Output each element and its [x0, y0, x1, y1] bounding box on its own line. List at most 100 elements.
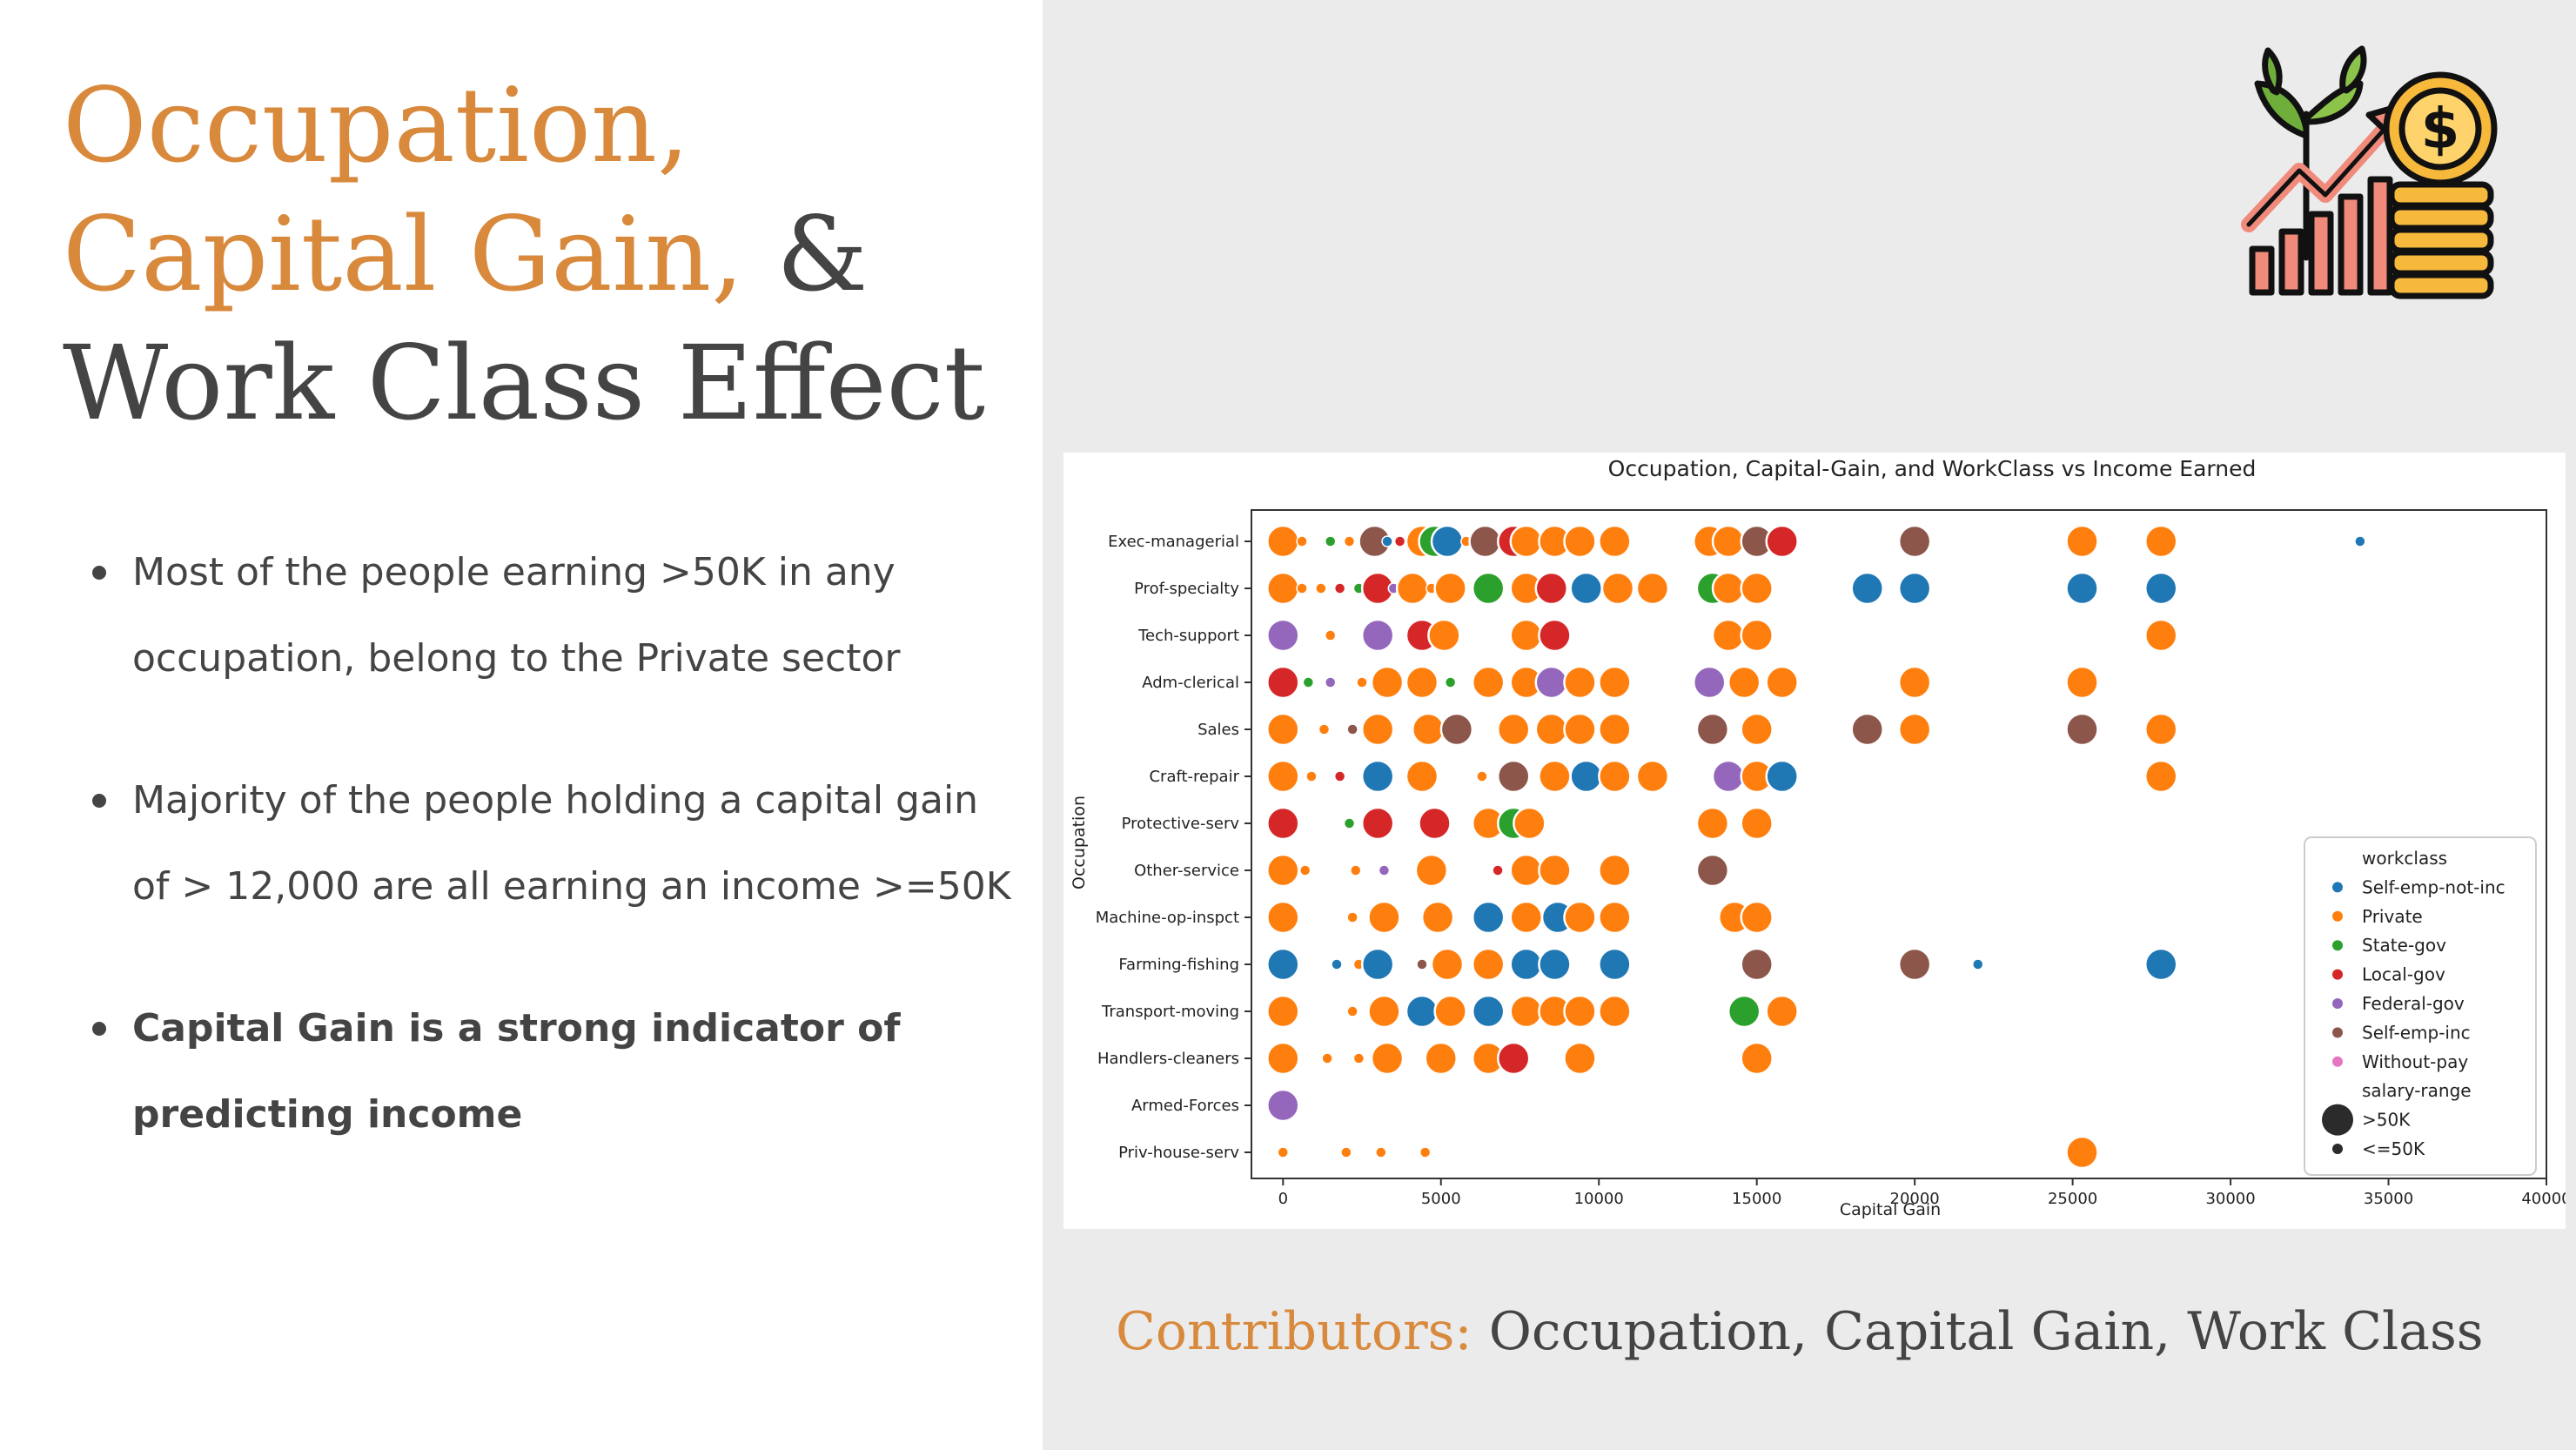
scatter-point — [2143, 712, 2178, 747]
scatter-point — [1727, 994, 1761, 1029]
legend-marker — [2332, 940, 2343, 951]
scatter-point — [1302, 676, 1315, 688]
y-tick-label: Transport-moving — [1101, 1003, 1239, 1021]
scatter-point — [1563, 712, 1597, 747]
y-tick-label: Farming-fishing — [1118, 956, 1239, 974]
scatter-point — [1471, 994, 1506, 1029]
legend-label: Local-gov — [2362, 964, 2445, 985]
scatter-point — [1416, 958, 1428, 970]
scatter-point — [1360, 618, 1395, 653]
scatter-point — [1563, 524, 1597, 559]
y-tick-label: Exec-managerial — [1108, 533, 1239, 551]
scatter-point — [1496, 759, 1531, 794]
scatter-point — [1897, 947, 1932, 982]
scatter-point — [2065, 524, 2099, 559]
growth-chart-coins-icon: $ — [2241, 45, 2498, 299]
scatter-point — [1414, 853, 1449, 888]
scatter-point — [1598, 947, 1632, 982]
legend-marker — [2332, 1056, 2343, 1067]
scatter-point — [2065, 571, 2099, 606]
legend-label: State-gov — [2362, 935, 2446, 956]
scatter-point — [1476, 770, 1488, 782]
scatter-point — [1356, 676, 1368, 688]
scatter-point — [1370, 1041, 1405, 1076]
scatter-point — [1598, 712, 1632, 747]
scatter-point — [1321, 1052, 1333, 1064]
scatter-point — [1509, 853, 1543, 888]
scatter-point — [1765, 994, 1799, 1029]
scatter-point — [1266, 759, 1300, 794]
scatter-point — [1350, 864, 1362, 876]
scatter-point — [1424, 1041, 1459, 1076]
y-tick-label: Priv-house-serv — [1118, 1144, 1239, 1162]
left-panel: Occupation, Capital Gain, & Work Class E… — [0, 0, 1043, 1450]
y-tick-label: Protective-serv — [1122, 815, 1240, 833]
legend-label: salary-range — [2362, 1080, 2472, 1101]
legend-entries: workclass Self-emp-not-inc Private State-go… — [2322, 848, 2506, 1159]
contributors-label: Contributors: — [1116, 1301, 1472, 1362]
scatter-point — [1509, 947, 1543, 982]
scatter-point — [1266, 571, 1300, 606]
plot-area-border — [1251, 509, 2547, 1179]
scatter-point — [1695, 712, 1730, 747]
title-line-1: Occupation, — [63, 65, 690, 185]
legend-size-marker — [2332, 1144, 2343, 1154]
legend-label: Self-emp-inc — [2362, 1022, 2471, 1043]
scatter-point — [1266, 1088, 1300, 1123]
scatter-point — [1727, 665, 1761, 700]
y-tick-label: Other-service — [1134, 862, 1239, 880]
contributors-line: Contributors: Occupation, Capital Gain, … — [1116, 1297, 2560, 1366]
scatter-point — [1600, 571, 1635, 606]
scatter-point — [1360, 806, 1395, 841]
scatter-point — [1496, 712, 1531, 747]
scatter-point — [1346, 723, 1358, 735]
scatter-point — [1405, 994, 1439, 1029]
scatter-point — [1367, 900, 1401, 935]
scatter-point — [1439, 712, 1474, 747]
scatter-point — [1563, 1041, 1597, 1076]
legend-size-marker — [2322, 1104, 2353, 1136]
data-points — [1266, 524, 2366, 1170]
scatter-point — [1509, 618, 1543, 653]
y-tick-label: Armed-Forces — [1131, 1097, 1239, 1115]
scatter-point — [1411, 712, 1446, 747]
scatter-point — [1266, 665, 1300, 700]
scatter-point — [1266, 524, 1300, 559]
bullet-item: Majority of the people holding a capital… — [87, 757, 1027, 930]
title-line-2: Capital Gain, — [63, 194, 744, 314]
legend-label: Private — [2362, 906, 2423, 927]
y-tick-label: Adm-clerical — [1142, 674, 1239, 692]
scatter-point — [1266, 618, 1300, 653]
scatter-point — [1433, 994, 1467, 1029]
scatter-point — [1598, 853, 1632, 888]
scatter-point — [1534, 712, 1569, 747]
scatter-point — [1563, 665, 1597, 700]
scatter-point — [1897, 571, 1932, 606]
scatter-point — [2065, 1135, 2099, 1170]
legend-label: workclass — [2362, 848, 2447, 869]
scatter-point — [1471, 665, 1506, 700]
scatter-point — [1492, 864, 1504, 876]
scatter-point — [1266, 712, 1300, 747]
y-tick-label: Craft-repair — [1149, 768, 1239, 786]
legend-marker — [2332, 998, 2343, 1009]
scatter-point — [1534, 665, 1569, 700]
legend-marker — [2332, 910, 2343, 922]
scatter-point — [1471, 571, 1506, 606]
scatter-point — [1740, 947, 1774, 982]
y-tick-label: Machine-op-inspct — [1096, 909, 1239, 927]
scatter-point — [1598, 759, 1632, 794]
scatter-point — [1850, 712, 1884, 747]
scatter-point — [1740, 712, 1774, 747]
scatter-point — [1405, 759, 1439, 794]
scatter-point — [1538, 759, 1572, 794]
scatter-point — [1897, 712, 1932, 747]
scatter-point — [1333, 582, 1346, 594]
x-tick-label: 25000 — [2048, 1190, 2097, 1208]
bullet-item-bold: Capital Gain is a strong indicator of pr… — [87, 985, 1027, 1158]
scatter-point — [1296, 582, 1308, 594]
chart-container: Occupation, Capital-Gain, and WorkClass … — [1063, 453, 2572, 1229]
scatter-point — [1266, 1041, 1300, 1076]
scatter-point — [1360, 947, 1395, 982]
scatter-point — [1509, 900, 1543, 935]
